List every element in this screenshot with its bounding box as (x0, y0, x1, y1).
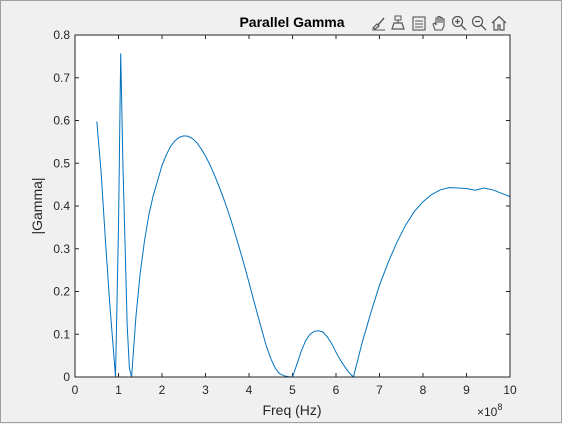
zoom-in-icon[interactable] (449, 13, 468, 33)
x-tick-label: 7 (376, 383, 383, 397)
y-tick-label: 0.6 (53, 114, 70, 128)
x-axis-label: Freq (Hz) (262, 402, 321, 418)
y-tick-label: 0.8 (53, 28, 70, 42)
x-tick-label: 5 (289, 383, 296, 397)
x-tick-label: 0 (72, 383, 79, 397)
x-tick-label: 1 (115, 383, 122, 397)
y-tick-label: 0.7 (53, 71, 70, 85)
brush-icon[interactable] (369, 13, 388, 33)
y-axis-label: |Gamma| (29, 177, 45, 234)
x-tick-label: 9 (463, 383, 470, 397)
zoom-out-icon[interactable] (469, 13, 488, 33)
y-tick-label: 0 (63, 370, 70, 384)
x-tick-label: 6 (333, 383, 340, 397)
x-tick-label: 4 (246, 383, 253, 397)
y-tick-label: 0.2 (53, 285, 70, 299)
axes-toolbar (369, 13, 508, 33)
x-tick-label: 10 (503, 383, 517, 397)
chart-title: Parallel Gamma (239, 14, 344, 30)
plot-area[interactable] (75, 35, 510, 377)
y-tick-label: 0.3 (53, 242, 70, 256)
series-line (96, 53, 511, 378)
legend-icon[interactable] (409, 13, 428, 33)
data-tips-icon[interactable] (389, 13, 408, 33)
x-tick-label: 8 (420, 383, 427, 397)
home-icon[interactable] (489, 13, 508, 33)
x-tick-label: 2 (159, 383, 166, 397)
x-tick-label: 3 (202, 383, 209, 397)
x-exponent-power: 8 (497, 402, 502, 412)
y-tick-label: 0.1 (53, 327, 70, 341)
y-tick-label: 0.5 (53, 156, 70, 170)
y-tick-label: 0.4 (53, 199, 70, 213)
axes-box (74, 34, 511, 378)
pan-icon[interactable] (429, 13, 448, 33)
x-exponent-label: ×108 (477, 402, 502, 419)
